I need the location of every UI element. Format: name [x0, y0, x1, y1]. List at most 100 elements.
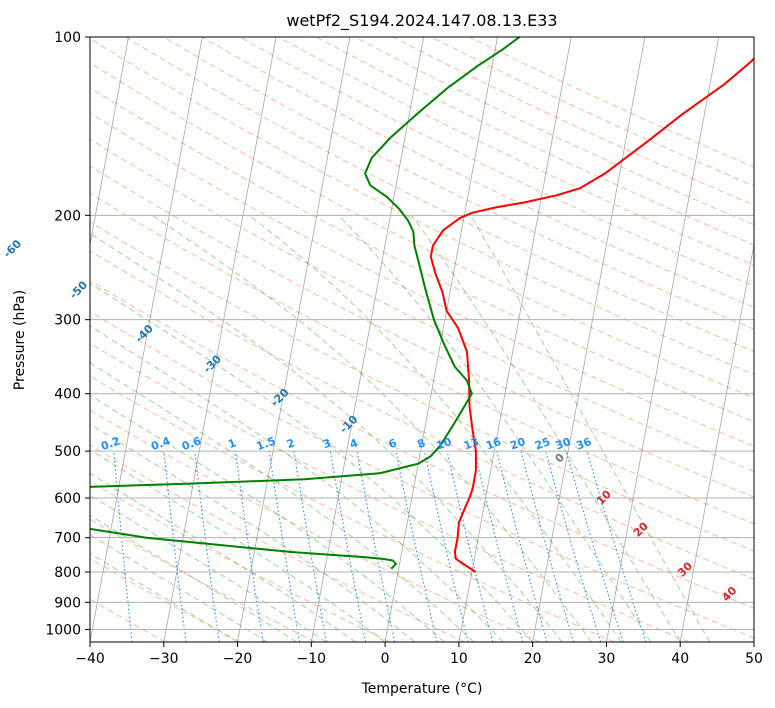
mixing-ratio-label: 16: [484, 435, 503, 453]
mixing-ratio-line: [446, 450, 494, 642]
mixing-ratio-line: [113, 451, 133, 642]
dry-adiabat-line: [316, 37, 754, 246]
moist-adiabat-line: [90, 514, 297, 642]
y-tick-label: 700: [54, 531, 81, 547]
moist-adiabat-line: [151, 214, 593, 642]
moist-adiabat-line: [90, 423, 415, 642]
isotherm-label: -20: [268, 386, 291, 409]
isotherm-label: -40: [133, 322, 156, 345]
moist-adiabat-line: [90, 494, 327, 642]
x-tick-label: 30: [598, 651, 616, 667]
axes: −40 −30 −20 −10 0 10 20 30 40 5010020030040050060…: [45, 30, 763, 667]
isotherm-label: -10: [337, 412, 360, 435]
mixing-ratio-label: 36: [574, 435, 593, 453]
x-tick-label: 0: [381, 651, 390, 667]
dry-adiabat-line: [90, 38, 754, 375]
mixing-ratio-line: [520, 450, 575, 642]
plot-area: [90, 37, 754, 642]
moist-adiabat-line: [90, 282, 534, 642]
x-tick-label: 10: [450, 651, 468, 667]
mixing-ratio-line: [474, 450, 524, 642]
isotherm-line: [753, 639, 754, 642]
mixing-ratio-label: 6: [387, 436, 399, 451]
dry-adiabat-line: [90, 280, 754, 609]
isotherm-line: [90, 37, 203, 642]
isotherm-label: -50: [67, 278, 90, 301]
dry-adiabat-line: [90, 250, 754, 580]
mixing-ratio-label: 25: [533, 435, 552, 452]
mixing-ratio-line: [545, 450, 602, 642]
mixing-ratio-label: 13: [462, 435, 481, 452]
mixing-ratio-label: 0.6: [180, 434, 203, 453]
mixing-ratio-label: 1.5: [255, 434, 278, 453]
mixing-ratio-line: [565, 450, 624, 642]
moist-adiabat-line: [90, 472, 356, 642]
y-tick-label: 400: [54, 387, 81, 403]
dry-adiabat-line: [392, 37, 754, 206]
mixing-ratio-line: [586, 450, 647, 642]
mixing-ratio-line: [194, 451, 220, 642]
y-tick-label: 800: [54, 565, 81, 581]
dry-adiabat-line: [125, 37, 754, 353]
moist-adiabat-line: [90, 534, 268, 642]
dry-adiabat-line: [163, 37, 754, 330]
dry-adiabat-line: [90, 444, 465, 642]
mixing-ratio-label: 0.2: [99, 434, 122, 453]
annotation-labels: 0.20.40.611.52346810131620253036-100-90-…: [1, 237, 740, 604]
mixing-ratio-label: 3: [321, 436, 333, 451]
mixing-ratio-label: 1: [226, 436, 238, 451]
mixing-ratio-label: 2: [285, 436, 297, 451]
temperature-profile-line: [429, 57, 754, 573]
moist-adiabat-line: [90, 449, 386, 642]
dry-adiabat-line: [90, 481, 391, 642]
mixing-ratio-label: 10: [435, 435, 454, 453]
mixing-ratio-label: 20: [508, 435, 527, 453]
y-tick-label: 300: [54, 313, 81, 329]
plot-frame: [89, 36, 755, 643]
x-tick-label: −10: [297, 651, 327, 667]
isotherm-line: [90, 37, 129, 247]
dewpoint-profile-line: [90, 37, 521, 570]
moist-adiabat-line: [248, 214, 622, 642]
moist-adiabat-line: [338, 214, 652, 642]
isotherm-label: -30: [201, 352, 224, 375]
dry-adiabat-line: [90, 221, 754, 552]
dry-adiabat-line: [90, 342, 690, 642]
mixing-ratio-line: [395, 450, 438, 642]
moist-adiabat-line: [90, 552, 238, 642]
mixing-ratio-label: 8: [415, 436, 427, 451]
dry-adiabat-line: [90, 375, 615, 642]
dry-adiabat-line: [90, 598, 166, 642]
y-tick-label: 1000: [45, 622, 81, 638]
dry-adiabat-line: [90, 518, 316, 642]
isotherm-line: [237, 37, 351, 642]
dry-adiabat-line: [201, 37, 754, 308]
moist-adiabat-line: [470, 215, 711, 642]
moist-adiabat-label: 10: [594, 487, 614, 507]
y-tick-label: 200: [54, 208, 81, 224]
isotherm-label: -60: [1, 237, 24, 260]
mixing-ratio-label: 30: [554, 435, 573, 453]
x-tick-label: 40: [671, 651, 689, 667]
dry-adiabat-line: [90, 310, 754, 639]
x-tick-label: 20: [524, 651, 542, 667]
moist-adiabat-label: 0: [552, 450, 567, 465]
moist-adiabat-line: [90, 394, 445, 642]
y-tick-label: 900: [54, 595, 81, 611]
x-tick-label: −20: [223, 651, 253, 667]
moist-adiabat-line: [90, 362, 474, 642]
mixing-ratio-line: [163, 451, 187, 642]
y-tick-label: 100: [54, 30, 81, 46]
mixing-ratio-label: 0.4: [149, 434, 172, 453]
mixing-ratio-line: [496, 450, 548, 642]
dry-adiabat-line: [90, 87, 754, 423]
dry-adiabat-line: [277, 37, 754, 266]
y-tick-label: 600: [54, 491, 81, 507]
isotherm-line: [532, 37, 646, 642]
isotherm-line: [606, 37, 720, 642]
moist-adiabat-line: [90, 325, 504, 642]
moist-adiabat-line: [90, 232, 563, 642]
moist-adiabat-label: 20: [631, 519, 651, 539]
dry-adiabat-line: [90, 557, 241, 642]
